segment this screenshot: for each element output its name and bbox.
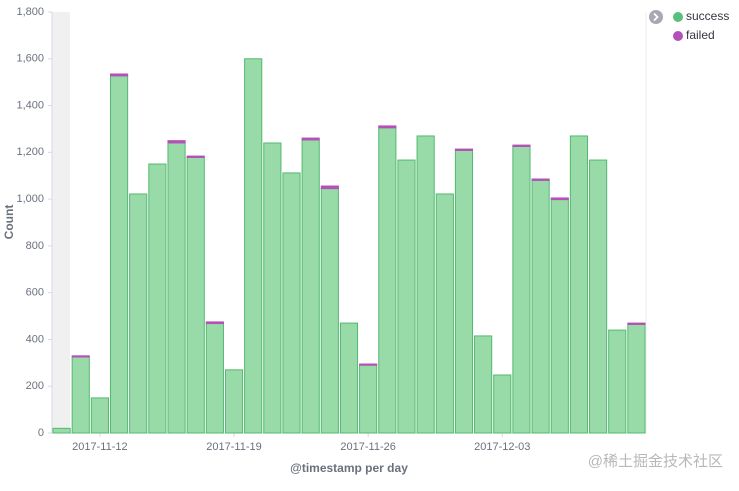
bar-segment [186, 156, 205, 434]
bar-segment [512, 144, 531, 147]
legend-label: failed [686, 28, 715, 42]
y-tick-label: 1,000 [16, 193, 44, 205]
x-tick-label: 2017-12-03 [474, 441, 530, 453]
bar-segment [52, 427, 71, 434]
bar-segment [109, 73, 129, 77]
bar-segment [301, 139, 320, 434]
bar-segment [359, 363, 378, 366]
bar-segment [589, 159, 608, 434]
bar-segment [531, 178, 550, 181]
y-tick-label: 0 [38, 427, 44, 439]
bar-segment [90, 397, 109, 434]
bar-segment [474, 335, 493, 434]
legend-marker [673, 12, 683, 22]
x-tick-label: 2017-11-26 [340, 441, 395, 453]
bar-segment [339, 322, 359, 434]
bar-segment [71, 355, 90, 358]
bar-segment [263, 142, 282, 434]
legend-marker [673, 31, 683, 41]
bar-segment [493, 374, 512, 434]
bar-segment [244, 58, 263, 434]
bar-segment [167, 140, 186, 144]
y-tick-label: 1,600 [16, 53, 44, 65]
bar-segment [167, 142, 186, 434]
bar-segment [320, 185, 339, 190]
bar-segment [569, 135, 589, 434]
bar-segment [627, 322, 646, 325]
legend-label: success [686, 9, 729, 23]
x-tick-label: 2017-11-19 [206, 441, 261, 453]
bar-segment [627, 323, 646, 434]
bar-segment [301, 137, 320, 141]
bar-segment [435, 193, 454, 434]
bar-segment [109, 75, 129, 434]
bar-segment [454, 148, 474, 151]
bar-segment [416, 135, 435, 434]
partial-bucket [52, 12, 70, 433]
y-tick-label: 200 [26, 380, 44, 392]
bar-segment [608, 329, 627, 434]
bar-segment [397, 159, 416, 434]
bar-segment [320, 188, 339, 434]
bar-segment [531, 179, 550, 434]
bar-segment [454, 149, 474, 434]
y-tick-label: 600 [26, 287, 44, 299]
x-axis-title: @timestamp per day [290, 461, 408, 475]
y-tick-label: 1,200 [16, 146, 44, 158]
legend-toggle[interactable] [649, 10, 663, 24]
bar-segment [129, 193, 148, 434]
bar-segment [205, 323, 224, 434]
y-tick-label: 1,800 [16, 6, 44, 18]
bar-segment [282, 172, 301, 434]
bar-segment [224, 369, 244, 434]
bar-segment [550, 197, 569, 201]
bar-segment [359, 364, 378, 434]
bar-segment [205, 321, 224, 325]
bar-segment [148, 163, 167, 434]
bar-segment [186, 155, 205, 158]
watermark: @稀土掘金技术社区 [588, 453, 723, 470]
y-tick-label: 1,400 [16, 99, 44, 111]
y-axis-title: Count [2, 205, 16, 240]
bar-segment [512, 145, 531, 434]
bar-segment [550, 199, 569, 434]
bar-segment [378, 125, 397, 129]
y-tick-label: 800 [26, 240, 44, 252]
bar-segment [71, 356, 90, 434]
x-tick-label: 2017-11-12 [72, 441, 127, 453]
y-tick-label: 400 [26, 333, 44, 345]
legend-toggle-icon [653, 12, 659, 22]
bar-segment [378, 127, 397, 434]
